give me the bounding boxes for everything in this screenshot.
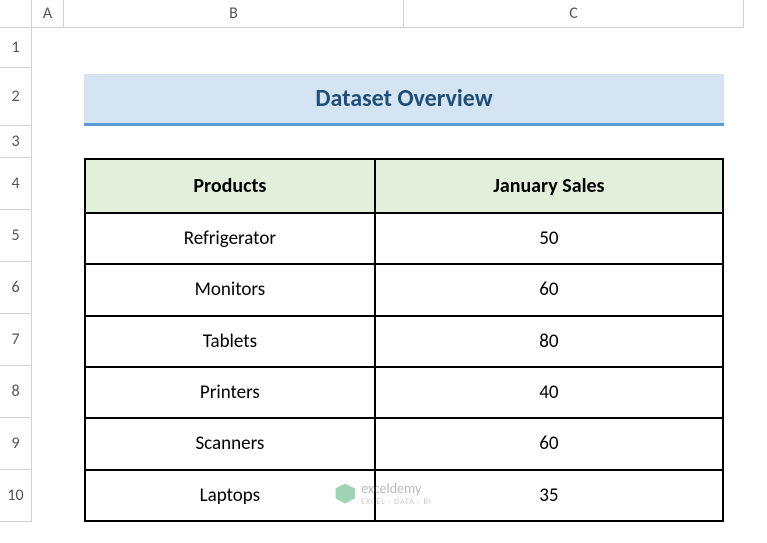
table-row: Refrigerator 50	[85, 213, 723, 264]
corner-cell[interactable]	[0, 0, 32, 28]
header-products[interactable]: Products	[85, 159, 375, 213]
spreadsheet-grid: A B C 1 2 Dataset Overview 3 4 Products …	[0, 0, 767, 522]
cell-product[interactable]: Refrigerator	[85, 213, 375, 264]
table-row: Laptops 35	[85, 470, 723, 521]
title-cell[interactable]: Dataset Overview	[84, 74, 724, 126]
cell-a10[interactable]	[32, 470, 64, 522]
cell-a5[interactable]	[32, 210, 64, 262]
row-header-10[interactable]: 10	[0, 470, 32, 522]
data-table: Products January Sales Refrigerator 50 M…	[84, 158, 724, 522]
row-header-6[interactable]: 6	[0, 262, 32, 314]
row-header-2[interactable]: 2	[0, 68, 32, 126]
cell-a4[interactable]	[32, 158, 64, 210]
row-header-5[interactable]: 5	[0, 210, 32, 262]
cell-a7[interactable]	[32, 314, 64, 366]
col-header-a[interactable]: A	[32, 0, 64, 28]
cell-sales[interactable]: 50	[375, 213, 723, 264]
col-header-c[interactable]: C	[404, 0, 744, 28]
cell-a8[interactable]	[32, 366, 64, 418]
cell-sales[interactable]: 80	[375, 316, 723, 367]
table-row: Monitors 60	[85, 264, 723, 315]
row-header-4[interactable]: 4	[0, 158, 32, 210]
cell-sales[interactable]: 60	[375, 264, 723, 315]
row-header-8[interactable]: 8	[0, 366, 32, 418]
cell-a9[interactable]	[32, 418, 64, 470]
cell-bc1[interactable]	[64, 28, 744, 68]
cell-product[interactable]: Tablets	[85, 316, 375, 367]
header-january-sales[interactable]: January Sales	[375, 159, 723, 213]
cell-product[interactable]: Laptops	[85, 470, 375, 521]
row-header-1[interactable]: 1	[0, 28, 32, 68]
row-header-9[interactable]: 9	[0, 418, 32, 470]
cell-a3[interactable]	[32, 126, 64, 158]
col-header-b[interactable]: B	[64, 0, 404, 28]
cell-sales[interactable]: 35	[375, 470, 723, 521]
row-header-7[interactable]: 7	[0, 314, 32, 366]
cell-product[interactable]: Monitors	[85, 264, 375, 315]
row-header-3[interactable]: 3	[0, 126, 32, 158]
cell-product[interactable]: Printers	[85, 367, 375, 418]
table-header-row: Products January Sales	[85, 159, 723, 213]
table-row: Printers 40	[85, 367, 723, 418]
cell-sales[interactable]: 60	[375, 418, 723, 469]
table-row: Tablets 80	[85, 316, 723, 367]
cell-bc3[interactable]	[64, 126, 744, 158]
cell-a2[interactable]	[32, 68, 64, 126]
table-row: Scanners 60	[85, 418, 723, 469]
cell-a6[interactable]	[32, 262, 64, 314]
cell-sales[interactable]: 40	[375, 367, 723, 418]
cell-product[interactable]: Scanners	[85, 418, 375, 469]
cell-a1[interactable]	[32, 28, 64, 68]
